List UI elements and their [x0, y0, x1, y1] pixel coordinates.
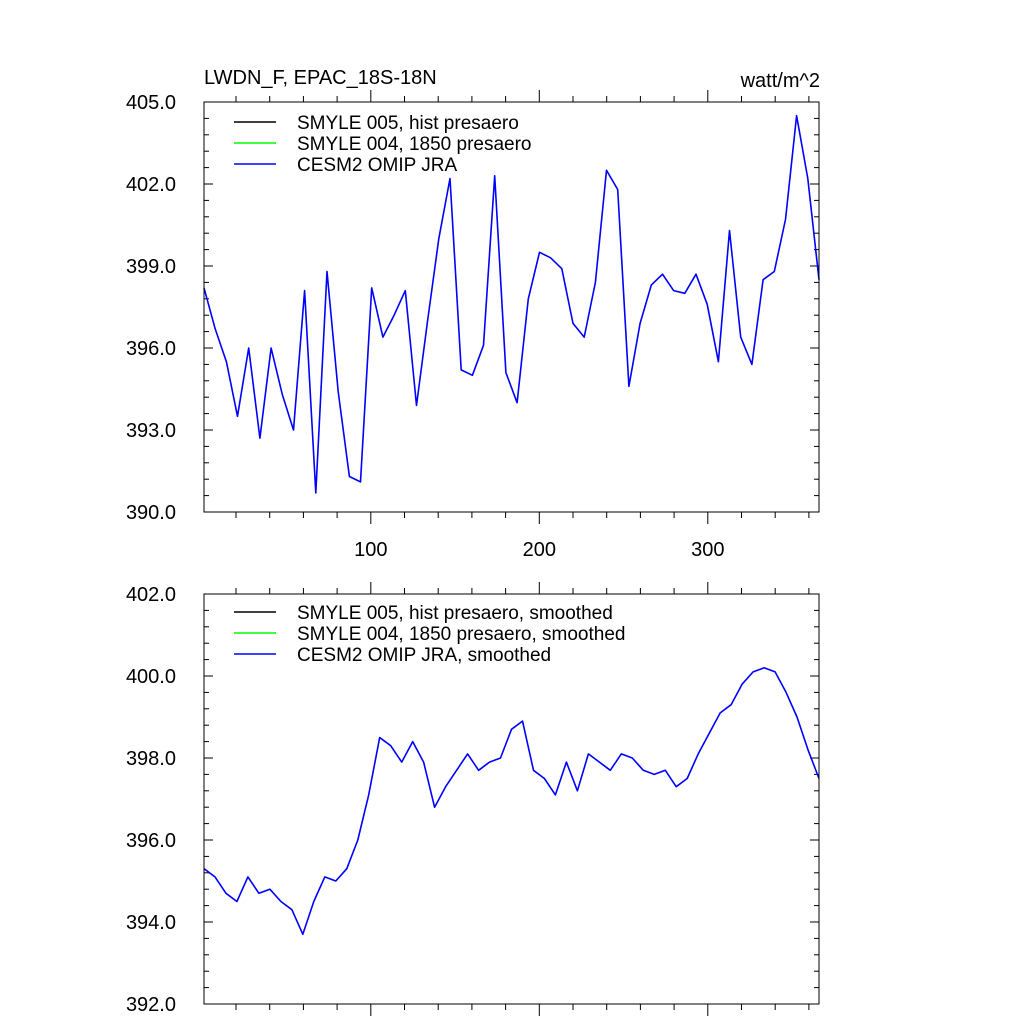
bottom-legend: SMYLE 005, hist presaero, smoothed SMYLE… — [234, 603, 625, 666]
y-tick-label: 390.0 — [126, 502, 176, 524]
x-tick-label: 200 — [523, 539, 556, 561]
series-line-2 — [203, 666, 820, 936]
y-tick-label: 392.0 — [126, 994, 176, 1016]
y-tick-label: 402.0 — [126, 174, 176, 196]
top-series-lines — [203, 114, 820, 494]
bottom-legend-label-2: CESM2 OMIP JRA, smoothed — [297, 645, 551, 666]
y-tick-label: 394.0 — [126, 912, 176, 934]
top-plot-frame — [203, 101, 820, 513]
x-tick-label: 300 — [691, 539, 724, 561]
top-axis-ticks: 390.0 393.0 396.0 399.0 402.0 405.0 100 200 300 — [126, 90, 819, 561]
series-line-2 — [203, 114, 820, 494]
top-panel: LWDN_F, EPAC_18S-18N watt/m^2 390.0 393.0… — [126, 67, 820, 561]
bottom-legend-label-1: SMYLE 004, 1850 presaero, smoothed — [297, 624, 625, 645]
top-legend-label-1: SMYLE 004, 1850 presaero — [297, 134, 532, 155]
y-tick-label: 400.0 — [126, 666, 176, 688]
top-chart-units: watt/m^2 — [740, 70, 820, 92]
y-tick-label: 399.0 — [126, 256, 176, 278]
y-tick-label: 396.0 — [126, 338, 176, 360]
bottom-axis-ticks: 392.0 394.0 396.0 398.0 400.0 402.0 — [126, 582, 819, 1016]
x-tick-label: 100 — [354, 539, 387, 561]
y-tick-label: 396.0 — [126, 830, 176, 852]
y-tick-label: 398.0 — [126, 748, 176, 770]
bottom-series-lines — [203, 666, 820, 936]
y-tick-label: 402.0 — [126, 584, 176, 606]
top-legend-label-0: SMYLE 005, hist presaero — [297, 113, 519, 134]
bottom-legend-label-0: SMYLE 005, hist presaero, smoothed — [297, 603, 613, 624]
top-legend: SMYLE 005, hist presaero SMYLE 004, 1850… — [234, 113, 532, 176]
y-tick-label: 405.0 — [126, 92, 176, 114]
top-chart-title: LWDN_F, EPAC_18S-18N — [204, 67, 437, 89]
top-legend-label-2: CESM2 OMIP JRA — [297, 155, 457, 176]
y-tick-label: 393.0 — [126, 420, 176, 442]
bottom-panel: 392.0 394.0 396.0 398.0 400.0 402.0 SMYLE 005… — [126, 582, 820, 1016]
bottom-plot-frame — [203, 593, 820, 1005]
